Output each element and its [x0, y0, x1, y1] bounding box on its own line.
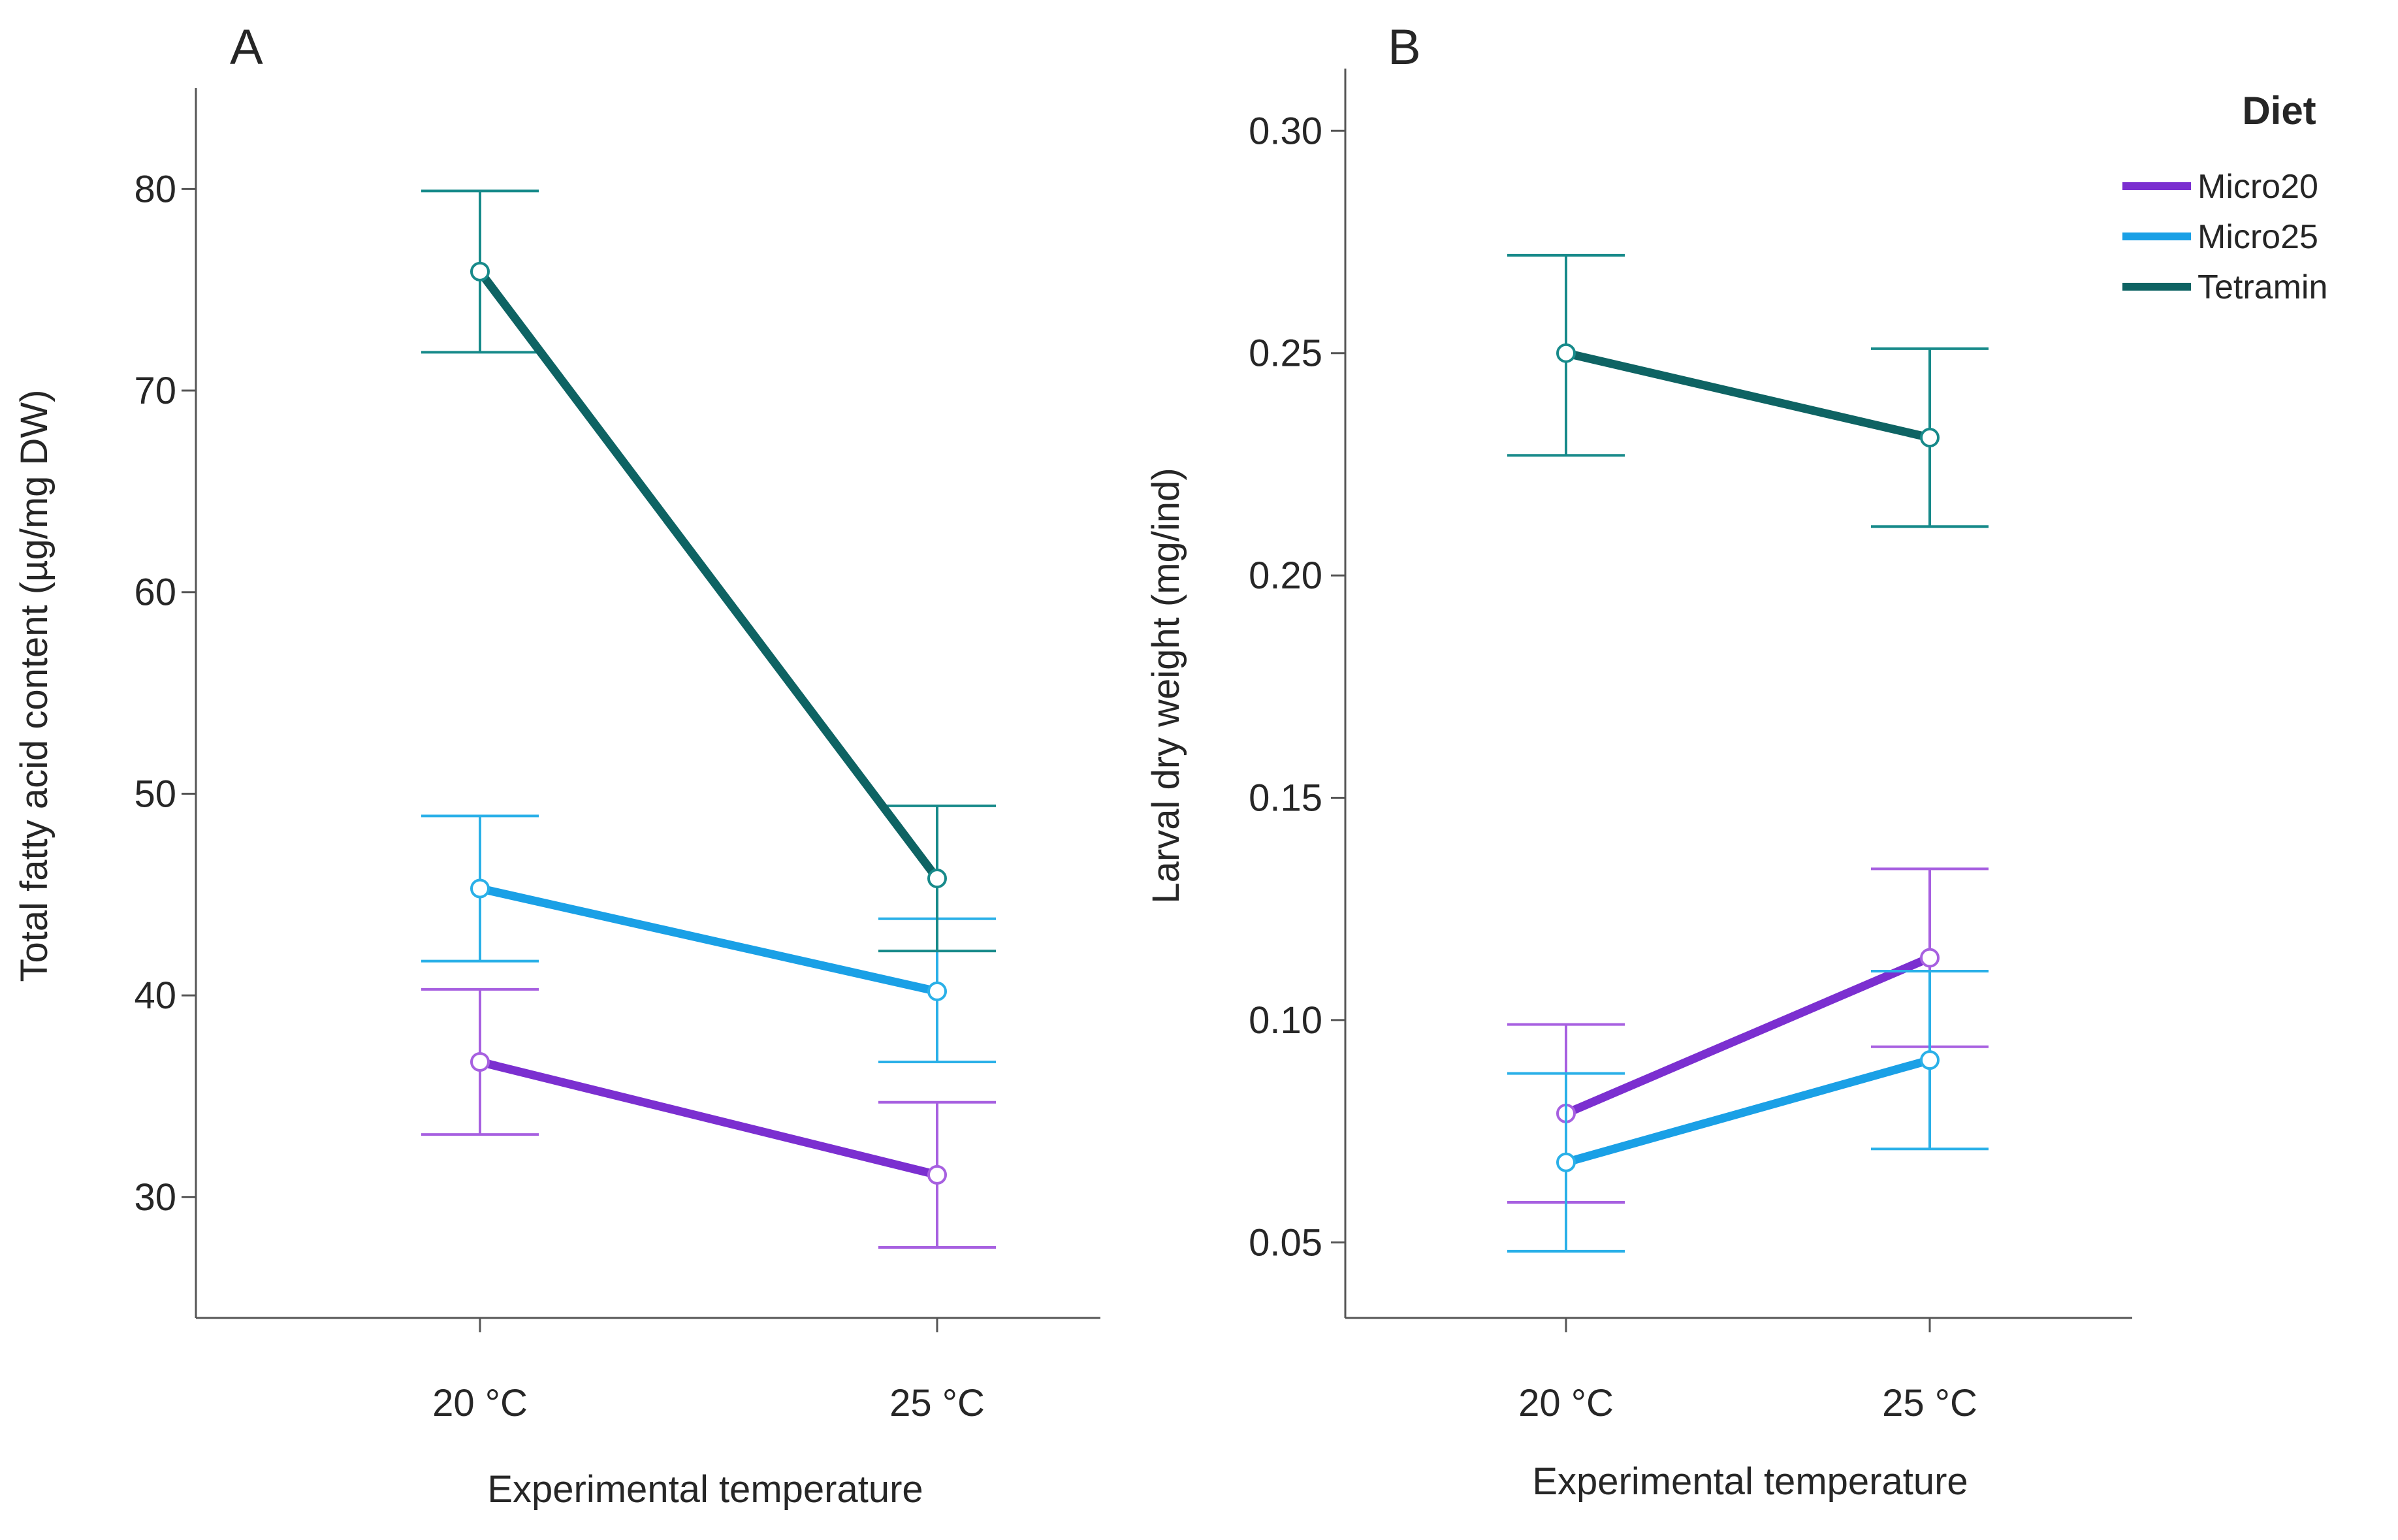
panel-b-series-micro20	[1507, 867, 1989, 1204]
panel-a-x-tick-label: 25 °C	[889, 1382, 985, 1424]
panel-a-line-tetramin	[475, 267, 942, 883]
panel-a-y-tick-label: 70	[134, 370, 176, 412]
panel-b-y-tick-label: 0.25	[1249, 332, 1322, 375]
panel-b-x-axis-title: Experimental temperature	[1532, 1460, 1968, 1503]
panel-b: B Larval dry weight (mg/ind) Experimenta…	[1145, 20, 2132, 1503]
panel-b-letter: B	[1388, 20, 1421, 75]
panel-b-point-tetramin	[1920, 428, 1940, 448]
panel-a: A Total fatty acid content (µg/mg DW) Ex…	[13, 20, 1100, 1511]
panel-b-x-tick-label: 20 °C	[1518, 1382, 1614, 1424]
panel-a-y-tick-label: 40	[134, 974, 176, 1017]
panel-b-point-micro20	[1920, 948, 1940, 968]
panel-b-y-tick-label: 0.15	[1249, 777, 1322, 819]
panel-a-x-tick-label: 20 °C	[432, 1382, 528, 1424]
panel-a-y-tick-label: 80	[134, 168, 176, 210]
panel-b-y-tick-label: 0.05	[1249, 1221, 1322, 1264]
legend-entries: Micro20 Micro25 Tetramin	[2122, 168, 2327, 306]
panel-b-point-micro25	[1920, 1050, 1940, 1070]
panel-a-x-axis-title: Experimental temperature	[487, 1468, 923, 1511]
panel-a-y-tick-label: 50	[134, 773, 176, 815]
panel-a-point-micro25	[927, 981, 947, 1001]
legend-entry-tetramin: Tetramin	[2122, 268, 2327, 306]
panel-b-line-micro25	[1561, 1055, 1934, 1167]
legend-entry-micro25: Micro25	[2122, 218, 2318, 256]
panel-a-point-tetramin	[470, 261, 490, 281]
legend-label-micro20: Micro20	[2198, 168, 2318, 206]
legend-title: Diet	[2242, 89, 2316, 133]
panel-a-series-tetramin	[421, 189, 996, 953]
panel-a-marks	[421, 189, 996, 1249]
panel-a-y-tick-label: 60	[134, 571, 176, 614]
panel-a-series-micro20	[421, 987, 996, 1249]
panel-b-series-tetramin	[1507, 253, 1989, 528]
legend-entry-micro20: Micro20	[2122, 168, 2318, 206]
panel-a-point-tetramin	[927, 869, 947, 889]
panel-b-y-tick-label: 0.30	[1249, 110, 1322, 152]
panel-a-y-axis-title: Total fatty acid content (µg/mg DW)	[13, 390, 56, 982]
panel-b-y-axis-title: Larval dry weight (mg/ind)	[1145, 468, 1187, 903]
legend-label-micro25: Micro25	[2198, 218, 2318, 256]
panel-b-series-micro25	[1507, 969, 1989, 1253]
panel-a-line-micro20	[475, 1057, 942, 1179]
panel-a-axes: 30 40 50 60 70 80 20 °C 25 °C	[134, 88, 1100, 1424]
panel-b-line-micro20	[1561, 954, 1934, 1118]
panel-b-point-micro25	[1556, 1152, 1576, 1172]
panel-a-series-micro25	[421, 814, 996, 1063]
panel-a-point-micro20	[927, 1164, 947, 1185]
panel-a-letter: A	[230, 20, 263, 75]
panel-b-y-tick-label: 0.10	[1249, 999, 1322, 1042]
panel-b-axes: 0.05 0.10 0.15 0.20 0.25 0.30 20 °C 25 °C	[1249, 69, 2132, 1424]
panel-b-x-tick-label: 25 °C	[1882, 1382, 1977, 1424]
legend-label-tetramin: Tetramin	[2198, 268, 2327, 306]
panel-a-line-micro25	[475, 884, 942, 996]
panel-b-y-tick-label: 0.20	[1249, 554, 1322, 597]
legend: Diet Micro20 Micro25 Tetramin	[2122, 89, 2327, 306]
panel-a-point-micro25	[470, 878, 490, 899]
panel-a-y-tick-label: 30	[134, 1176, 176, 1219]
panel-b-marks	[1507, 253, 1989, 1253]
panel-b-point-tetramin	[1556, 343, 1576, 363]
panel-b-line-tetramin	[1561, 349, 1934, 442]
panel-a-point-micro20	[470, 1051, 490, 1072]
